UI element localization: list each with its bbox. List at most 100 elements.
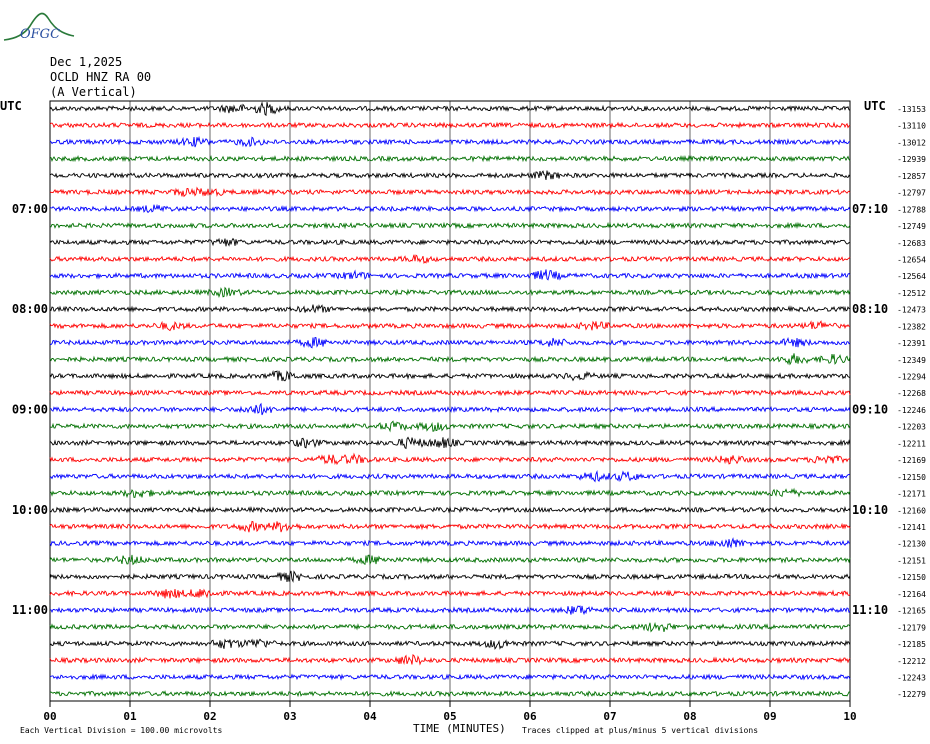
line-offset-label: -12169 (897, 456, 926, 465)
left-timezone-label: UTC (0, 99, 22, 113)
trace-line-12 (49, 304, 851, 314)
x-tick-label: 09 (763, 710, 776, 723)
right-timezone-label: UTC (864, 99, 886, 113)
line-offset-label: -12185 (897, 640, 926, 649)
line-offset-label: -12512 (897, 289, 926, 298)
line-offset-label: -12564 (897, 272, 926, 281)
trace-line-18 (49, 402, 851, 416)
line-offset-label: -12473 (897, 306, 926, 315)
line-offset-label: -12151 (897, 556, 926, 565)
trace-line-33 (49, 654, 851, 666)
trace-line-4 (49, 170, 851, 180)
trace-line-26 (49, 537, 851, 549)
trace-line-22 (49, 470, 850, 483)
trace-line-0 (49, 101, 851, 117)
left-hour-label: 09:00 (12, 402, 48, 416)
x-tick-label: 03 (283, 710, 296, 723)
trace-line-23 (49, 487, 851, 499)
line-offset-label: -12212 (897, 657, 926, 666)
line-offset-label: -12160 (897, 506, 926, 515)
trace-line-6 (49, 203, 851, 214)
trace-line-14 (49, 336, 851, 349)
trace-line-16 (49, 369, 851, 382)
x-tick-label: 04 (363, 710, 377, 723)
line-offset-label: -12246 (897, 406, 926, 415)
line-offset-label: -12788 (897, 205, 926, 214)
ofgc-logo: OFGC (2, 4, 76, 44)
right-hour-label: 08:10 (852, 302, 888, 316)
trace-line-9 (49, 254, 851, 264)
component-label: (A Vertical) (50, 85, 137, 99)
x-tick-label: 05 (443, 710, 456, 723)
line-offset-label: -12797 (897, 189, 926, 198)
left-hour-label: 08:00 (12, 302, 48, 316)
line-offset-label: -12654 (897, 255, 926, 264)
x-axis-title: TIME (MINUTES) (413, 722, 506, 735)
trace-line-31 (49, 621, 851, 633)
right-hour-label: 10:10 (852, 503, 888, 517)
left-hour-label: 10:00 (12, 503, 48, 517)
trace-line-19 (49, 420, 851, 433)
trace-line-34 (49, 673, 851, 681)
x-tick-label: 06 (523, 710, 537, 723)
line-offset-label: -12391 (897, 339, 926, 348)
trace-line-20 (49, 436, 851, 450)
footer-scale-note: Each Vertical Division = 100.00 microvol… (20, 726, 222, 735)
x-tick-label: 01 (123, 710, 137, 723)
axis-labels: 00 01 02 03 04 05 06 07 08 09 10 -13153 -13110 -13012… (12, 105, 926, 723)
trace-line-15 (49, 353, 851, 366)
line-offset-label: -12171 (897, 490, 926, 499)
trace-line-17 (49, 388, 851, 397)
left-hour-label: 07:00 (12, 202, 48, 216)
trace-line-35 (49, 689, 850, 698)
trace-line-27 (49, 554, 851, 566)
minute-grid (49, 101, 851, 707)
line-offset-label: -13012 (897, 138, 926, 147)
trace-line-8 (49, 237, 851, 247)
logo-text: OFGC (20, 27, 60, 42)
trace-line-1 (49, 121, 851, 130)
trace-line-11 (49, 286, 851, 299)
trace-line-13 (49, 320, 851, 332)
line-offset-label: -12939 (897, 155, 926, 164)
trace-line-30 (49, 605, 851, 616)
line-offset-label: -12203 (897, 423, 926, 432)
line-offset-label: -12349 (897, 356, 926, 365)
footer-clip-note: Traces clipped at plus/minus 5 vertical … (522, 726, 758, 735)
seismic-traces (49, 101, 851, 698)
line-offset-label: -12749 (897, 222, 926, 231)
line-offset-label: -12382 (897, 322, 926, 331)
trace-line-25 (49, 520, 851, 533)
line-offset-label: -13110 (897, 122, 926, 131)
line-offset-label: -12150 (897, 473, 926, 482)
right-hour-label: 09:10 (852, 402, 888, 416)
line-offset-label: -12165 (897, 607, 926, 616)
line-offset-label: -13153 (897, 105, 926, 114)
line-offset-label: -12130 (897, 540, 926, 549)
trace-line-5 (49, 186, 851, 198)
line-offset-label: -12279 (897, 690, 926, 699)
x-tick-label: 10 (843, 710, 856, 723)
trace-line-10 (49, 269, 851, 281)
left-hour-label: 11:00 (12, 603, 48, 617)
x-tick-label: 00 (43, 710, 56, 723)
line-offset-label: -12179 (897, 623, 926, 632)
trace-line-3 (49, 154, 851, 163)
right-hour-label: 07:10 (852, 202, 888, 216)
x-tick-label: 08 (683, 710, 696, 723)
line-offset-label: -12243 (897, 673, 926, 682)
line-offset-label: -12294 (897, 373, 926, 382)
date-label: Dec 1,2025 (50, 55, 123, 69)
trace-line-24 (49, 505, 851, 514)
line-offset-label: -12857 (897, 172, 926, 181)
trace-line-7 (49, 221, 851, 230)
line-offset-label: -12141 (897, 523, 926, 532)
trace-line-2 (49, 135, 851, 148)
x-tick-label: 02 (203, 710, 216, 723)
station-label: OCLD HNZ RA 00 (50, 70, 152, 84)
trace-line-29 (49, 588, 851, 599)
trace-line-21 (49, 452, 851, 466)
line-offset-label: -12268 (897, 389, 926, 398)
trace-line-28 (49, 570, 851, 583)
